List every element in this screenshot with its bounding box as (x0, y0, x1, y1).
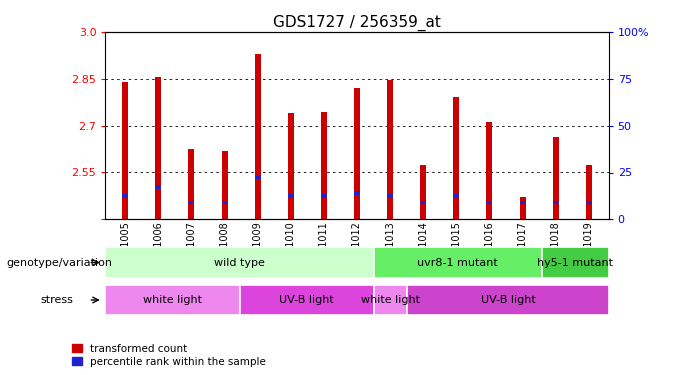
Bar (541, 248, 609, 278)
Bar (188, 201, 194, 204)
Bar (354, 191, 360, 195)
Text: white light: white light (143, 295, 202, 305)
Text: stress: stress (41, 295, 73, 305)
Text: UV-B light: UV-B light (481, 295, 535, 305)
Text: wild type: wild type (214, 258, 265, 267)
Bar (188, 149, 194, 219)
Bar (553, 136, 558, 219)
Bar (553, 201, 558, 204)
Bar (486, 201, 492, 204)
Bar (122, 82, 129, 219)
Bar (156, 185, 161, 189)
Bar (321, 194, 327, 198)
Bar (520, 201, 526, 204)
Text: genotype/variation: genotype/variation (7, 258, 113, 267)
Bar (420, 165, 426, 219)
Bar (454, 194, 459, 198)
Bar (520, 198, 526, 219)
Bar (255, 176, 260, 179)
Bar (156, 77, 161, 219)
Bar (222, 201, 228, 204)
Bar (454, 98, 459, 219)
Bar (288, 113, 294, 219)
Bar (122, 194, 129, 198)
Bar (387, 80, 393, 219)
Text: UV-B light: UV-B light (279, 295, 334, 305)
Bar (288, 194, 294, 198)
Title: GDS1727 / 256359_at: GDS1727 / 256359_at (273, 14, 441, 30)
Bar (420, 201, 426, 204)
Bar (354, 88, 360, 219)
Bar (374, 285, 407, 315)
Bar (387, 194, 393, 198)
Text: white light: white light (361, 295, 420, 305)
Bar (321, 111, 327, 219)
Bar (222, 151, 228, 219)
Bar (374, 248, 541, 278)
Bar (585, 165, 592, 219)
Bar (486, 123, 492, 219)
Legend: transformed count, percentile rank within the sample: transformed count, percentile rank withi… (68, 340, 270, 371)
Bar (105, 285, 239, 315)
Bar (239, 285, 374, 315)
Text: hy5-1 mutant: hy5-1 mutant (537, 258, 613, 267)
Bar (585, 201, 592, 204)
Text: uvr8-1 mutant: uvr8-1 mutant (418, 258, 498, 267)
Bar (105, 248, 374, 278)
Bar (407, 285, 609, 315)
Bar (255, 54, 260, 219)
